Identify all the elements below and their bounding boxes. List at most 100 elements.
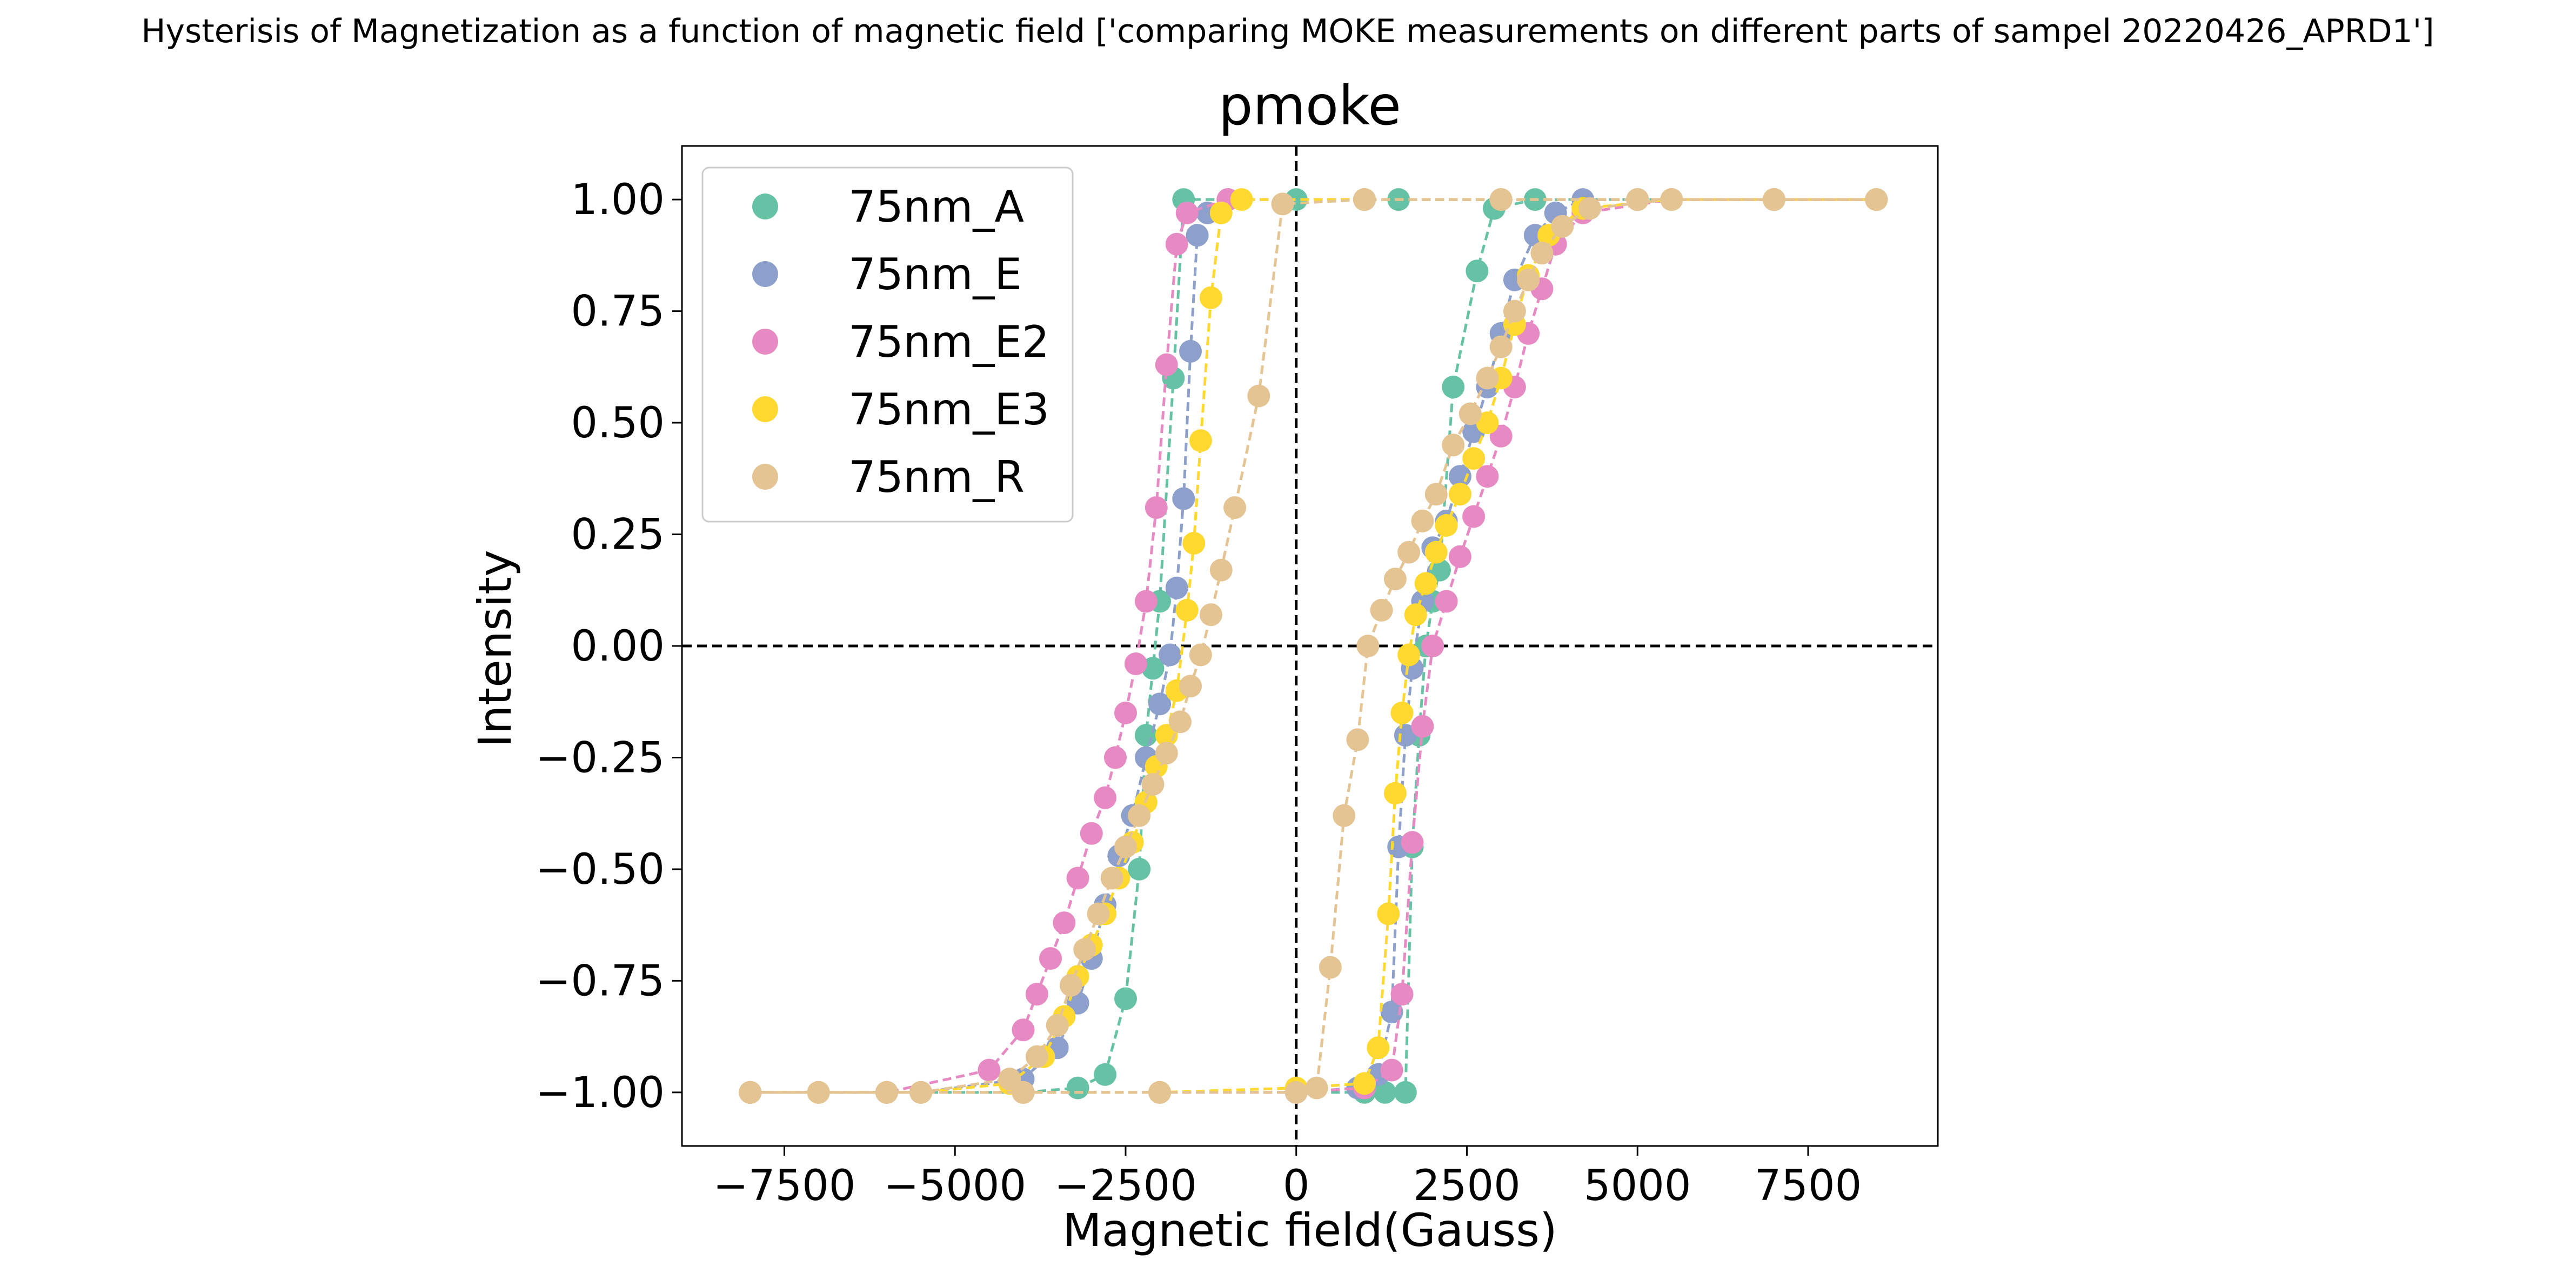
data-point-75nm_R (1059, 974, 1082, 997)
data-point-75nm_R (1517, 268, 1540, 291)
data-point-75nm_A (1114, 987, 1137, 1010)
figure-suptitle: Hysterisis of Magnetization as a functio… (141, 12, 2434, 50)
series-layer (739, 188, 1888, 1104)
data-point-75nm_E (1179, 339, 1202, 363)
data-point-75nm_R (1424, 483, 1448, 506)
data-point-75nm_A (1466, 259, 1489, 283)
data-point-75nm_R (1356, 635, 1380, 657)
data-point-75nm_R (1660, 188, 1683, 211)
data-point-75nm_E2 (1094, 786, 1117, 809)
y-tick-label: 0.00 (571, 622, 665, 671)
data-point-75nm_R (1551, 215, 1574, 238)
x-axis-ticks: −7500 −5000 −2500 0 2500 5000 7500 (713, 1146, 1862, 1210)
data-point-75nm_E2 (1476, 465, 1499, 488)
data-point-75nm_R (1442, 434, 1465, 457)
data-point-75nm_R (1025, 1045, 1048, 1068)
data-point-75nm_A (1134, 724, 1157, 747)
data-point-75nm_E (1148, 692, 1172, 716)
data-point-75nm_R (1012, 1081, 1035, 1104)
data-point-75nm_R (1503, 299, 1526, 323)
data-point-75nm_E3 (1424, 541, 1448, 564)
data-point-75nm_E3 (1404, 603, 1427, 626)
data-point-75nm_R (1141, 773, 1165, 796)
data-point-75nm_E2 (1012, 1018, 1035, 1042)
y-axis-label: Intensity (469, 550, 521, 748)
data-point-75nm_E3 (1462, 447, 1486, 470)
data-point-75nm_R (1179, 675, 1202, 698)
data-point-75nm_R (1458, 402, 1482, 425)
data-point-75nm_R (1353, 188, 1376, 211)
data-point-75nm_R (1383, 568, 1407, 591)
data-point-75nm_R (1865, 188, 1888, 211)
x-tick-label: −2500 (1054, 1162, 1197, 1210)
x-tick-label: 0 (1283, 1162, 1310, 1210)
data-point-75nm_R (1411, 509, 1434, 532)
data-point-75nm_E2 (1066, 867, 1089, 890)
y-tick-label: −0.25 (536, 734, 665, 782)
data-point-75nm_E2 (1462, 505, 1486, 528)
x-tick-label: −7500 (713, 1162, 856, 1210)
data-point-75nm_R (1199, 603, 1222, 626)
data-point-75nm_E3 (1377, 902, 1400, 925)
data-point-75nm_R (1489, 188, 1513, 211)
series-75nm_R (739, 188, 1888, 1104)
data-point-75nm_E (1172, 487, 1195, 510)
data-point-75nm_E2 (1165, 232, 1188, 256)
data-point-75nm_E2 (1124, 652, 1147, 675)
data-point-75nm_E2 (1025, 983, 1048, 1006)
data-point-75nm_A (1066, 1076, 1089, 1099)
data-point-75nm_E (1159, 643, 1182, 667)
legend-label: 75nm_E (848, 249, 1022, 299)
data-point-75nm_R (1100, 867, 1123, 890)
y-tick-label: 0.25 (571, 511, 665, 559)
data-point-75nm_E2 (1039, 947, 1062, 970)
data-point-75nm_E2 (1104, 746, 1127, 769)
data-point-75nm_R (1073, 938, 1096, 961)
data-point-75nm_R (1155, 742, 1178, 765)
x-tick-label: 5000 (1584, 1162, 1691, 1210)
data-point-75nm_A (1373, 1081, 1396, 1104)
x-tick-label: 2500 (1413, 1162, 1521, 1210)
x-tick-label: 7500 (1755, 1162, 1862, 1210)
data-point-75nm_E2 (1448, 545, 1471, 568)
data-point-75nm_E2 (1401, 831, 1424, 854)
data-point-75nm_R (1114, 835, 1137, 858)
data-point-75nm_E3 (1383, 782, 1407, 805)
data-point-75nm_R (1333, 804, 1356, 827)
y-tick-label: −1.00 (536, 1069, 665, 1117)
data-point-75nm_E2 (1145, 496, 1168, 519)
data-point-75nm_R (1247, 384, 1270, 408)
data-point-75nm_E3 (1397, 643, 1421, 667)
legend-label: 75nm_E2 (848, 317, 1049, 367)
data-point-75nm_E3 (1448, 483, 1471, 506)
plot-title: pmoke (1219, 74, 1401, 137)
legend-label: 75nm_A (848, 182, 1024, 232)
x-axis-label: Magnetic field(Gauss) (1062, 1204, 1557, 1257)
legend-marker-75nm_A (752, 194, 778, 219)
data-point-75nm_R (875, 1081, 898, 1104)
data-point-75nm_E2 (1155, 353, 1178, 376)
y-axis-ticks: 1.00 0.75 0.50 0.25 0.00 −0.25 −0.50 −0.75 −1.00 (536, 176, 682, 1117)
data-point-75nm_R (1271, 192, 1294, 216)
data-point-75nm_R (1530, 242, 1554, 265)
legend-marker-75nm_R (752, 464, 778, 490)
data-point-75nm_E3 (1390, 701, 1414, 724)
data-point-75nm_A (1094, 1063, 1117, 1086)
data-point-75nm_E2 (1175, 201, 1199, 224)
data-point-75nm_A (1394, 1081, 1417, 1104)
data-point-75nm_E (1165, 576, 1188, 599)
y-tick-label: −0.50 (536, 845, 665, 894)
data-point-75nm_R (1284, 1081, 1308, 1104)
reference-lines (682, 146, 1938, 1146)
data-point-75nm_E3 (1435, 514, 1458, 537)
data-point-75nm_E2 (1411, 715, 1434, 738)
data-point-75nm_E3 (1182, 532, 1206, 555)
y-tick-label: 1.00 (571, 176, 665, 224)
data-point-75nm_E2 (978, 1058, 1001, 1082)
data-point-75nm_E2 (1114, 701, 1137, 724)
data-point-75nm_R (1370, 598, 1393, 622)
data-point-75nm_R (1223, 496, 1247, 519)
data-point-75nm_R (1626, 188, 1649, 211)
data-point-75nm_R (739, 1081, 762, 1104)
data-point-75nm_R (1762, 188, 1785, 211)
